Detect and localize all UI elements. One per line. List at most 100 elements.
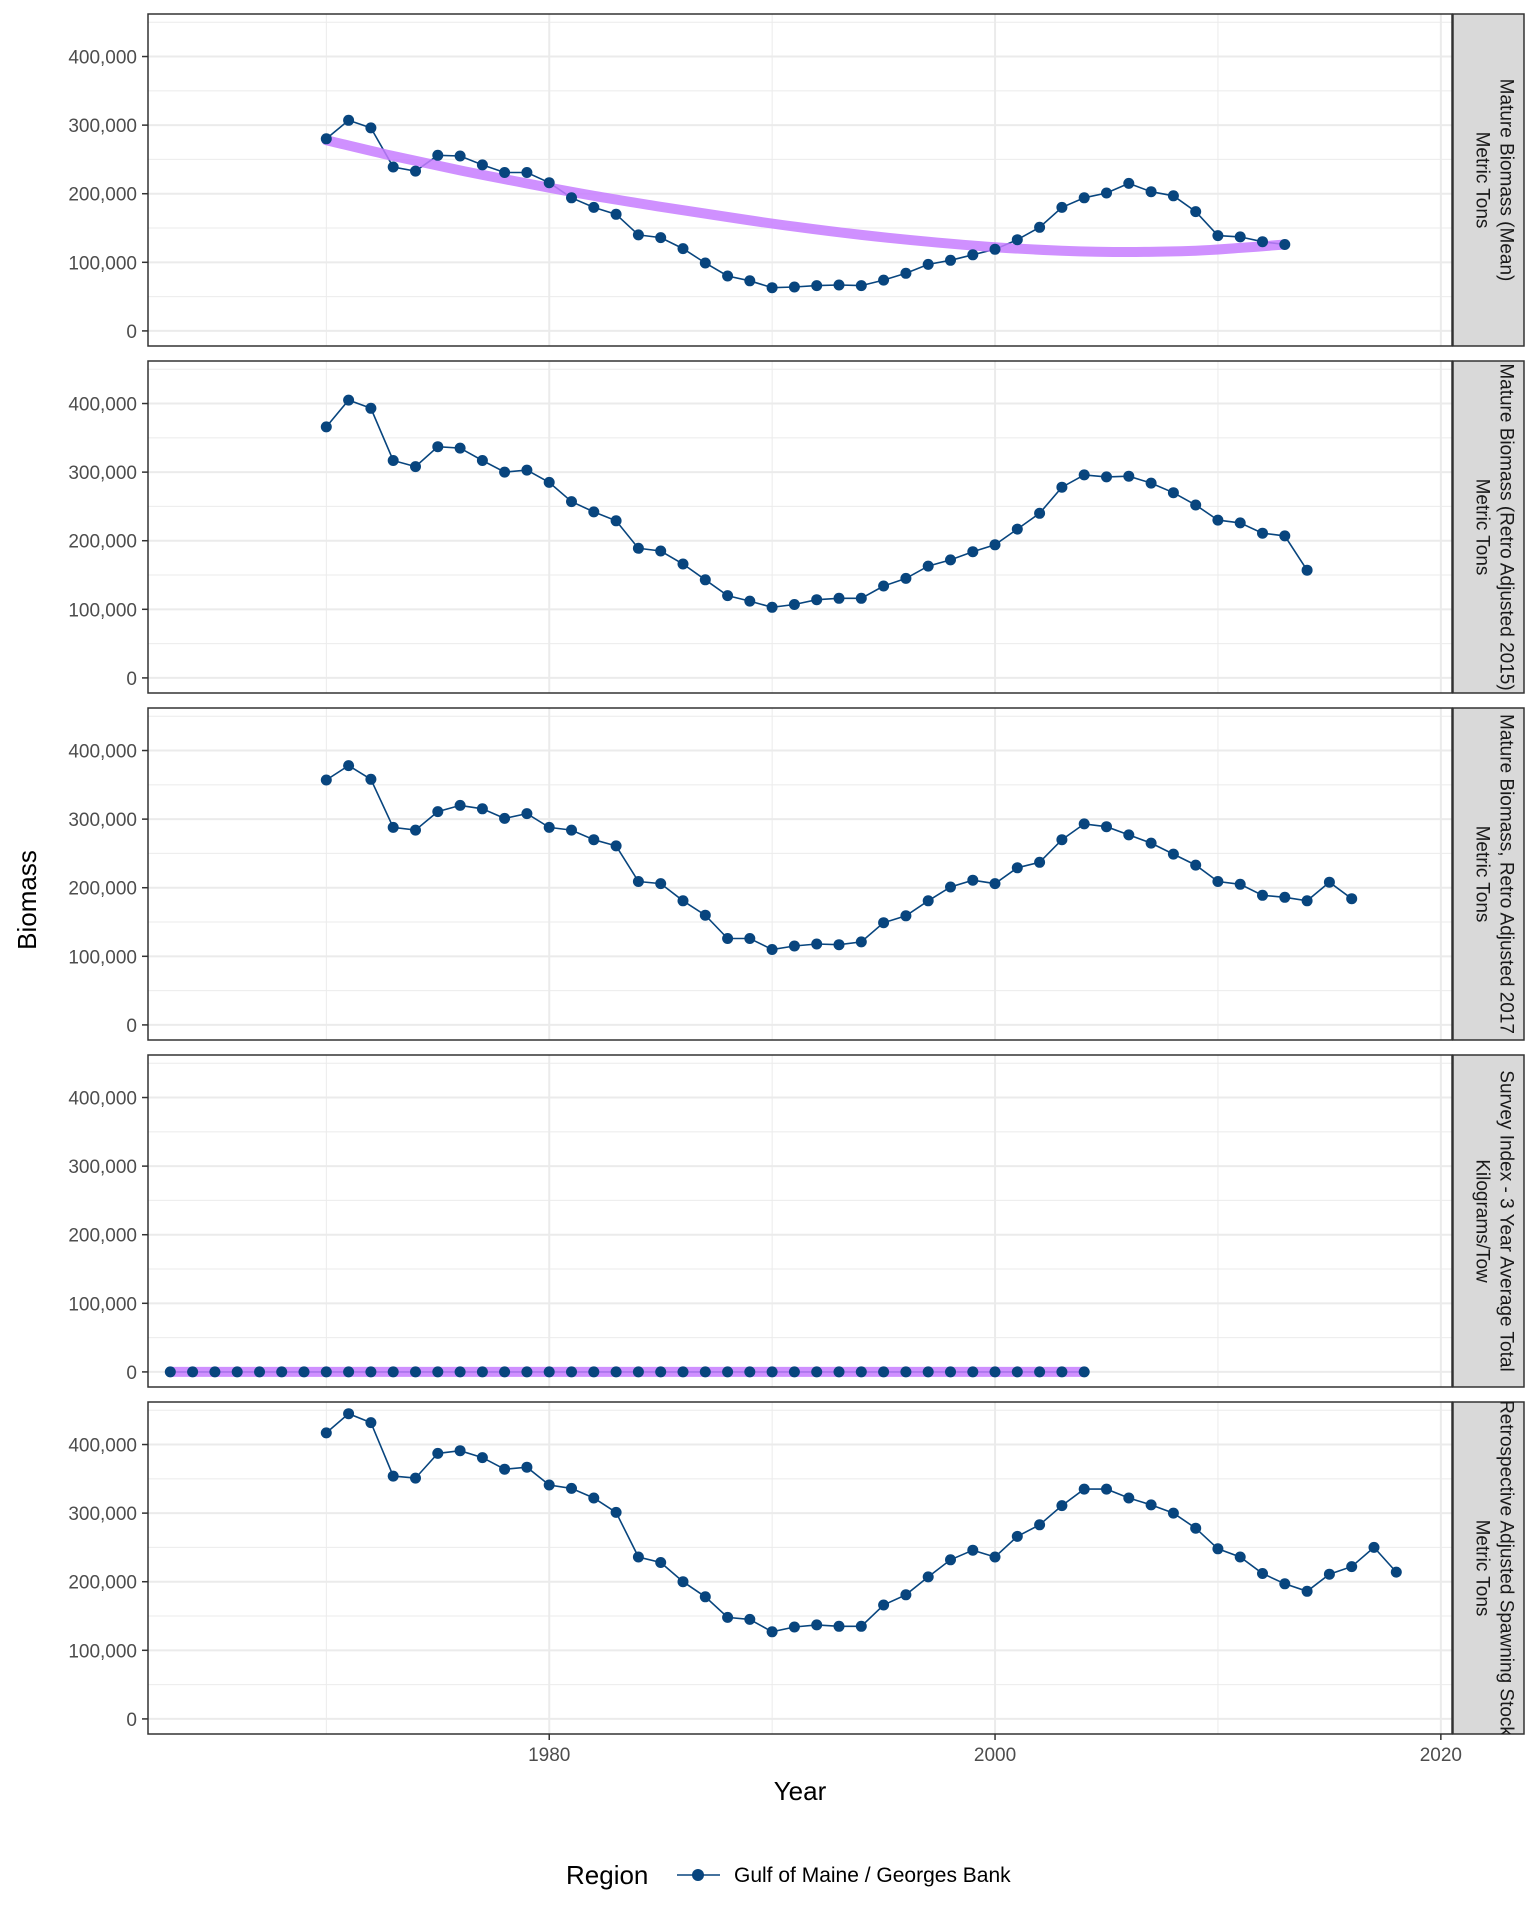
data-point	[834, 593, 845, 604]
data-point	[990, 1366, 1001, 1377]
data-point	[767, 1366, 778, 1377]
y-tick-label: 300,000	[68, 810, 137, 831]
data-point	[499, 1464, 510, 1475]
data-point	[388, 455, 399, 466]
data-point	[1079, 192, 1090, 203]
data-point	[655, 1557, 666, 1568]
facet-strip-label: Retrospective Adjusted Spawning Stock	[1496, 1400, 1517, 1736]
facet-strip: Mature Biomass (Mean)Metric Tons	[1453, 14, 1524, 346]
data-point	[1146, 478, 1157, 489]
data-point	[945, 554, 956, 565]
data-point	[232, 1366, 243, 1377]
data-point	[544, 1366, 555, 1377]
facet-strip: Retrospective Adjusted Spawning StockMet…	[1453, 1400, 1524, 1736]
facet-strip-label: Mature Biomass, Retro Adjusted 2017	[1496, 714, 1517, 1034]
data-point	[678, 243, 689, 254]
data-point	[1123, 1493, 1134, 1504]
data-point	[990, 244, 1001, 255]
data-point	[388, 1366, 399, 1377]
data-point	[544, 477, 555, 488]
data-point	[544, 1480, 555, 1491]
data-point	[967, 1366, 978, 1377]
facet-strip: Survey Index - 3 Year Average TotalKilog…	[1453, 1055, 1524, 1387]
y-tick-label: 0	[126, 1363, 137, 1384]
data-point	[878, 1366, 889, 1377]
data-point	[967, 1545, 978, 1556]
data-point	[811, 280, 822, 291]
y-tick-label: 100,000	[68, 600, 137, 621]
data-point	[499, 467, 510, 478]
y-tick-label: 100,000	[68, 1294, 137, 1315]
data-point	[1346, 893, 1357, 904]
data-point	[588, 506, 599, 517]
data-point	[923, 1571, 934, 1582]
data-point	[1257, 528, 1268, 539]
y-tick-label: 400,000	[68, 742, 137, 763]
data-point	[789, 1622, 800, 1633]
data-point	[811, 939, 822, 950]
data-point	[254, 1366, 265, 1377]
data-point	[789, 282, 800, 293]
data-point	[1212, 515, 1223, 526]
data-point	[1146, 1499, 1157, 1510]
data-point	[945, 882, 956, 893]
data-point	[834, 280, 845, 291]
data-point	[1012, 1366, 1023, 1377]
data-point	[1123, 829, 1134, 840]
data-point	[432, 150, 443, 161]
data-point	[722, 590, 733, 601]
data-point	[923, 259, 934, 270]
data-point	[1168, 190, 1179, 201]
data-point	[1279, 530, 1290, 541]
data-point	[678, 1576, 689, 1587]
data-point	[878, 917, 889, 928]
legend-title: Region	[566, 1860, 648, 1890]
data-point	[410, 461, 421, 472]
data-point	[1190, 206, 1201, 217]
data-point	[811, 1366, 822, 1377]
y-tick-label: 0	[126, 1710, 137, 1731]
x-tick-label: 1980	[528, 1745, 570, 1766]
data-point	[633, 876, 644, 887]
data-point	[1056, 1500, 1067, 1511]
data-point	[856, 1621, 867, 1632]
data-point	[321, 421, 332, 432]
y-tick-label: 100,000	[68, 1641, 137, 1662]
data-point	[767, 1626, 778, 1637]
data-point	[700, 1591, 711, 1602]
data-point	[1302, 565, 1313, 576]
data-point	[1034, 222, 1045, 233]
data-point	[1302, 1586, 1313, 1597]
data-point	[432, 1448, 443, 1459]
data-point	[566, 1366, 577, 1377]
data-point	[900, 268, 911, 279]
data-point	[1212, 230, 1223, 241]
data-point	[1168, 849, 1179, 860]
data-point	[1146, 186, 1157, 197]
data-point	[1235, 517, 1246, 528]
data-point	[1012, 524, 1023, 535]
data-point	[923, 1366, 934, 1377]
data-point	[410, 166, 421, 177]
data-point	[767, 602, 778, 613]
data-point	[633, 543, 644, 554]
data-point	[655, 546, 666, 557]
data-point	[611, 1366, 622, 1377]
facet-strip-label: Survey Index - 3 Year Average Total	[1496, 1070, 1517, 1371]
data-point	[365, 122, 376, 133]
data-point	[655, 232, 666, 243]
y-tick-label: 300,000	[68, 1504, 137, 1525]
data-point	[700, 574, 711, 585]
data-point	[834, 1621, 845, 1632]
data-point	[566, 825, 577, 836]
data-point	[1279, 1578, 1290, 1589]
data-point	[1279, 892, 1290, 903]
facet-strip-unit: Metric Tons	[1472, 1520, 1493, 1617]
data-point	[1391, 1567, 1402, 1578]
y-tick-label: 300,000	[68, 1157, 137, 1178]
data-point	[521, 808, 532, 819]
data-point	[343, 1366, 354, 1377]
data-point	[477, 455, 488, 466]
